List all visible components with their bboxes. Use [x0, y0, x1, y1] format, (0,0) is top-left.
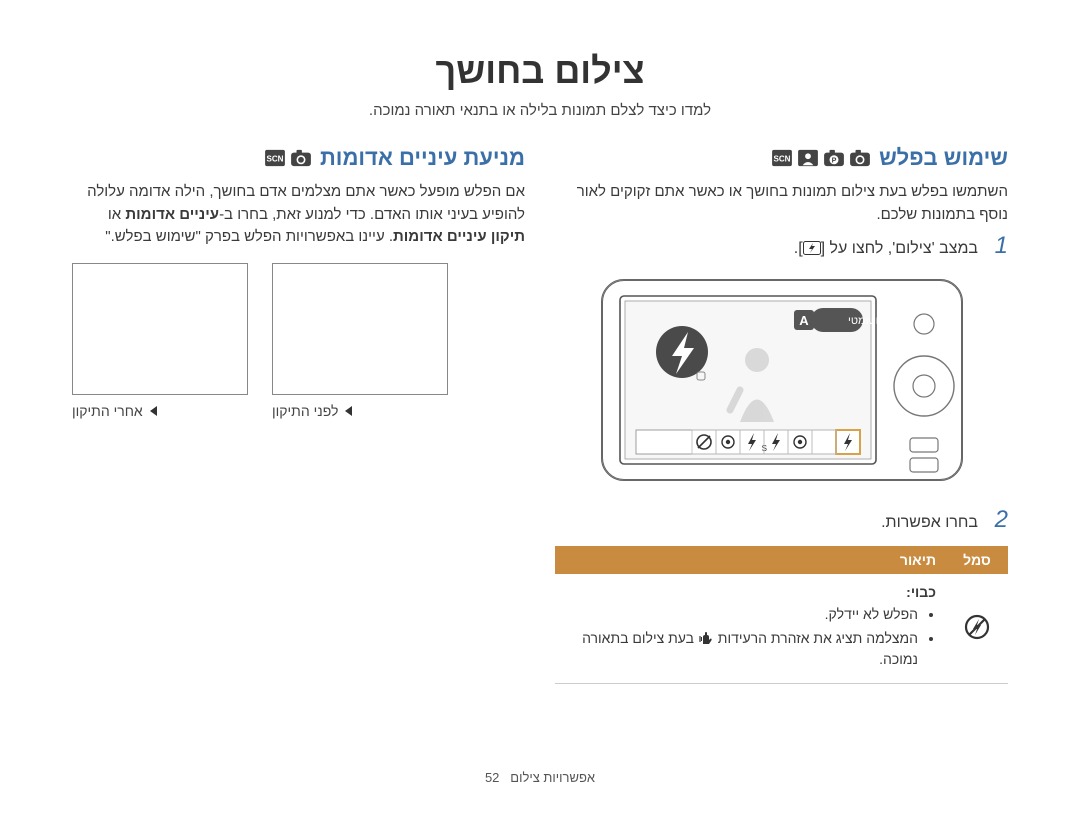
- flash-off-title: כבוי:: [565, 584, 936, 600]
- bullet-1: הפלש לא יידלק.: [565, 604, 918, 625]
- camera-illustration: אוטומטי A: [592, 272, 972, 488]
- scene-icon: SCN: [771, 149, 793, 167]
- right-column: מניעת עיניים אדומות SCN אם הפלש מופעל כא…: [72, 145, 525, 684]
- table-header-row: סמל תיאור: [555, 546, 1008, 574]
- section-heading-flash: שימוש בפלש: [879, 145, 1008, 171]
- bullet-2-pre: המצלמה תציג את אזהרת הרעידות: [714, 630, 918, 646]
- left-column: שימוש בפלש P SCN השתמשו בפלש ב: [555, 145, 1008, 684]
- step-1-post: ].: [794, 240, 803, 257]
- step-1-pre: במצב 'צילום', לחצו על [: [821, 240, 978, 257]
- page-subtitle: למדו כיצד לצלם תמונות בלילה או בתנאי תאו…: [72, 102, 1008, 119]
- mode-icons-flash: P SCN: [771, 149, 871, 167]
- camera-auto-icon: [290, 149, 312, 167]
- photo-before-placeholder: [272, 263, 448, 395]
- camera-auto-icon: [849, 149, 871, 167]
- redeye-text-end: . עיינו באפשרויות הפלש בפרק "שימוש בפלש.…: [105, 228, 393, 245]
- triangle-marker-icon: [150, 406, 157, 416]
- camera-p-icon: P: [823, 149, 845, 167]
- section-header-redeye: מניעת עיניים אדומות SCN: [72, 145, 525, 171]
- step-2-number: 2: [990, 506, 1008, 534]
- step-1-number: 1: [990, 232, 1008, 260]
- section-heading-redeye: מניעת עיניים אדומות: [320, 145, 525, 171]
- footer-label: אפשרויות צילום: [510, 770, 595, 785]
- step-1-text: במצב 'צילום', לחצו על [].: [794, 240, 978, 258]
- redeye-text-mid: או: [108, 206, 125, 223]
- step-2-text: בחרו אפשרות.: [881, 514, 978, 532]
- flash-intro: השתמשו בפלש בעת צילום תמונות בחושך או כא…: [555, 181, 1008, 226]
- svg-text:אוטומטי: אוטומטי: [848, 315, 885, 327]
- col-symbol-header: סמל: [946, 546, 1008, 574]
- flash-options-table: סמל תיאור כבוי: ה: [555, 546, 1008, 684]
- shake-warning-icon: [698, 630, 714, 646]
- photo-after-placeholder: [72, 263, 248, 395]
- table-row: כבוי: הפלש לא יידלק. המצלמה תציג את אזהר…: [555, 574, 1008, 684]
- page-title: צילום בחושך: [72, 50, 1008, 92]
- bullet-2: המצלמה תציג את אזהרת הרעידות בעת צילום ב…: [565, 628, 918, 670]
- photo-after-caption: אחרי התיקון: [72, 403, 157, 419]
- portrait-icon: [797, 149, 819, 167]
- page-container: צילום בחושך למדו כיצד לצלם תמונות בלילה …: [0, 0, 1080, 684]
- svg-text:A: A: [799, 313, 809, 328]
- flash-off-symbol-cell: [946, 574, 1008, 684]
- step-1: 1 במצב 'צילום', לחצו על [].: [555, 232, 1008, 260]
- flash-off-bullets: הפלש לא יידלק. המצלמה תציג את אזהרת הרעי…: [565, 604, 936, 670]
- svg-text:SCN: SCN: [774, 155, 791, 164]
- triangle-marker-icon: [345, 406, 352, 416]
- mode-icons-redeye: SCN: [264, 149, 312, 167]
- redeye-paragraph: אם הפלש מופעל כאשר אתם מצלמים אדם בחושך,…: [72, 181, 525, 249]
- section-header-flash: שימוש בפלש P SCN: [555, 145, 1008, 171]
- col-desc-header: תיאור: [555, 546, 946, 574]
- photo-compare-row: לפני התיקון אחרי התיקון: [72, 263, 525, 419]
- flash-off-desc-cell: כבוי: הפלש לא יידלק. המצלמה תציג את אזהר…: [555, 574, 946, 684]
- scene-icon: SCN: [264, 149, 286, 167]
- flash-icon: [803, 241, 821, 255]
- svg-text:SCN: SCN: [266, 155, 283, 164]
- step-2: 2 בחרו אפשרות.: [555, 506, 1008, 534]
- photo-before-caption: לפני התיקון: [272, 403, 352, 419]
- caption-before-text: לפני התיקון: [272, 403, 338, 419]
- two-column-layout: מניעת עיניים אדומות SCN אם הפלש מופעל כא…: [72, 145, 1008, 684]
- redeye-bold-1: עיניים אדומות: [125, 206, 219, 223]
- svg-text:P: P: [832, 156, 837, 165]
- photo-after-box: אחרי התיקון: [72, 263, 248, 419]
- page-footer: אפשרויות צילום 52: [0, 770, 1080, 785]
- footer-page-number: 52: [485, 770, 499, 785]
- caption-after-text: אחרי התיקון: [72, 403, 143, 419]
- photo-before-box: לפני התיקון: [272, 263, 448, 419]
- flash-off-icon: [963, 628, 991, 644]
- redeye-bold-2: תיקון עיניים אדומות: [393, 228, 525, 245]
